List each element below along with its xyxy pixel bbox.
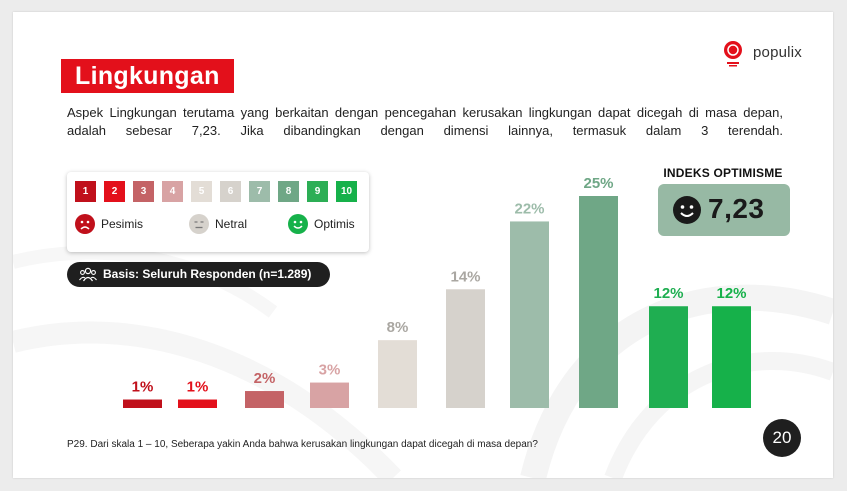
description-text: Aspek Lingkungan terutama yang berkaitan… xyxy=(67,105,783,138)
page-number: 20 xyxy=(763,419,801,457)
bar-6 xyxy=(446,289,485,408)
scale-box-9: 9 xyxy=(307,181,328,202)
scale-box-7: 7 xyxy=(249,181,270,202)
question-footnote: P29. Dari skala 1 – 10, Seberapa yakin A… xyxy=(67,439,538,450)
data-label-4: 3% xyxy=(319,362,341,379)
populix-wordmark: populix xyxy=(753,44,802,61)
scale-box-8: 8 xyxy=(278,181,299,202)
populix-logo: populix xyxy=(721,39,821,73)
page-title: Lingkungan xyxy=(61,59,234,93)
data-label-10: 12% xyxy=(716,285,746,302)
index-value: 7,23 xyxy=(708,193,765,224)
scale-box-5: 5 xyxy=(191,181,212,202)
legend-neutral-label: Netral xyxy=(215,217,248,231)
data-label-9: 12% xyxy=(653,285,683,302)
data-label-8: 25% xyxy=(583,175,613,192)
data-label-5: 8% xyxy=(387,319,409,336)
bar-9 xyxy=(649,306,688,408)
sustainability-seal-icon xyxy=(724,41,742,67)
scale-box-4: 4 xyxy=(162,181,183,202)
smile-face-icon xyxy=(288,214,308,234)
data-label-3: 2% xyxy=(254,370,276,387)
people-group-icon xyxy=(79,267,97,282)
scale-box-2: 2 xyxy=(104,181,125,202)
legend-optimist-label: Optimis xyxy=(314,217,355,231)
legend-card: 1 2 3 4 5 6 7 8 9 10 Pesimis Netral Optimi xyxy=(67,172,369,252)
basis-label: Basis: Seluruh Responden (n=1.289) xyxy=(103,267,312,281)
bar-5 xyxy=(378,340,417,408)
scale-box-1: 1 xyxy=(75,181,96,202)
scale-box-10: 10 xyxy=(336,181,357,202)
data-label-6: 14% xyxy=(450,268,480,285)
data-label-2: 1% xyxy=(187,379,209,396)
neutral-face-icon xyxy=(189,214,209,234)
bar-3 xyxy=(245,391,284,408)
sad-face-icon xyxy=(75,214,95,234)
basis-badge: Basis: Seluruh Responden (n=1.289) xyxy=(67,262,330,287)
bar-chart: 1% 1% 2% 3% 8% 14% 22% 25% 12% 12% xyxy=(123,175,751,408)
scale-box-3: 3 xyxy=(133,181,154,202)
scale-box-6: 6 xyxy=(220,181,241,202)
bar-8 xyxy=(579,196,618,408)
slide: Lingkungan populix Aspek Lingkungan teru… xyxy=(13,12,833,478)
bar-4 xyxy=(310,382,349,408)
bar-7 xyxy=(510,221,549,408)
data-label-1: 1% xyxy=(132,379,154,396)
bar-2 xyxy=(178,399,217,408)
bar-10 xyxy=(712,306,751,408)
smile-face-icon xyxy=(673,196,701,224)
data-label-7: 22% xyxy=(514,200,544,217)
bar-1 xyxy=(123,399,162,408)
index-title: INDEKS OPTIMISME xyxy=(663,166,783,180)
index-value-box: 7,23 xyxy=(658,184,790,236)
legend-pessimist-label: Pesimis xyxy=(101,217,144,231)
